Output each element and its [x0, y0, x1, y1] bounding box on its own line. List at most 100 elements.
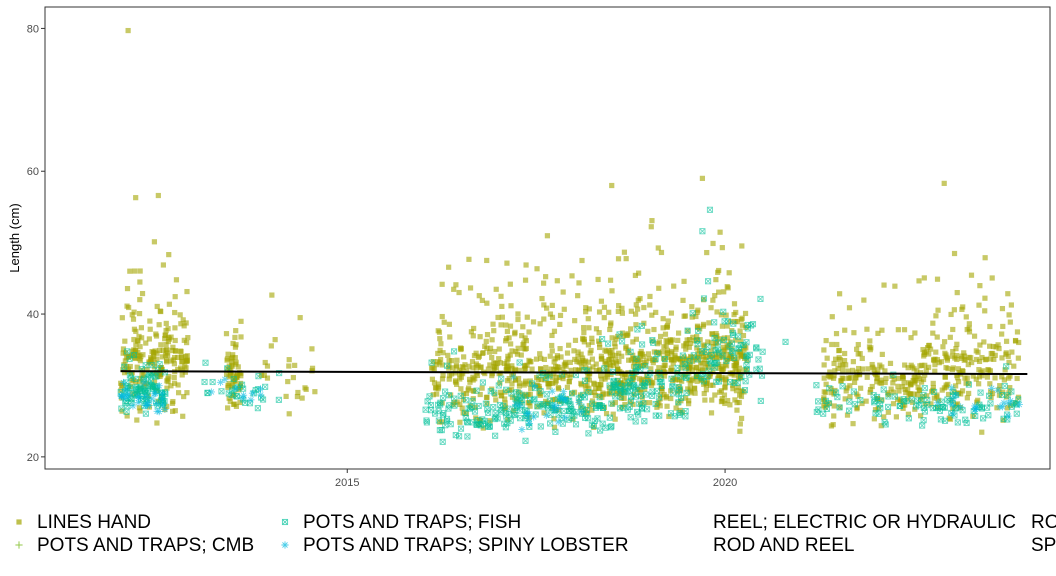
data-point [854, 404, 860, 411]
data-point [590, 422, 597, 429]
data-point [744, 325, 751, 332]
data-point [723, 357, 730, 365]
data-point [987, 343, 993, 349]
x-tick-label: 2020 [713, 477, 737, 489]
data-point [733, 366, 739, 373]
data-point [965, 361, 971, 368]
data-point [702, 365, 708, 371]
data-point [581, 377, 589, 384]
data-point [504, 260, 510, 266]
data-point [542, 411, 550, 419]
data-point [581, 325, 587, 331]
data-point [694, 378, 700, 384]
data-point [668, 356, 675, 363]
data-point [237, 399, 243, 406]
data-point [623, 375, 630, 381]
data-point [1011, 363, 1017, 369]
data-point [878, 377, 884, 383]
data-point [232, 401, 238, 407]
data-point [738, 393, 745, 400]
data-point [874, 375, 880, 381]
data-point [547, 420, 554, 427]
data-point [960, 368, 966, 375]
data-point [514, 351, 521, 357]
data-point [515, 316, 521, 323]
data-point [921, 385, 928, 392]
data-point [884, 403, 892, 410]
data-point [654, 401, 661, 407]
data-point [126, 355, 133, 362]
data-point [900, 398, 907, 405]
data-point [457, 392, 464, 399]
data-point [954, 401, 961, 407]
data-point [737, 421, 743, 427]
legend-key [281, 518, 289, 526]
data-point [867, 389, 873, 395]
data-point [911, 366, 917, 372]
data-point [464, 368, 470, 374]
data-point [920, 376, 927, 383]
data-point [1000, 399, 1008, 407]
data-point [673, 344, 679, 350]
data-point [453, 282, 459, 288]
legend-label: POTS AND TRAPS; CMB [37, 535, 254, 556]
data-point [585, 430, 592, 437]
data-point [914, 397, 921, 404]
data-point [623, 332, 630, 338]
data-point [704, 377, 710, 383]
data-point [830, 422, 836, 428]
data-point [562, 394, 570, 403]
data-point [846, 305, 853, 311]
data-point [646, 400, 653, 406]
data-point [143, 340, 149, 346]
data-point [835, 365, 841, 372]
data-point [724, 323, 730, 329]
data-point [436, 427, 443, 434]
data-point [551, 424, 558, 430]
data-point [630, 352, 636, 358]
data-point [515, 311, 521, 317]
data-point [146, 336, 152, 342]
data-point [832, 387, 838, 394]
data-point [851, 401, 858, 408]
data-point [484, 257, 490, 264]
data-point [945, 391, 952, 398]
data-point [656, 412, 663, 419]
data-point [450, 348, 458, 355]
data-point [964, 326, 970, 333]
data-point [1004, 394, 1010, 400]
data-point [516, 380, 523, 386]
data-point [740, 332, 747, 339]
data-point [543, 364, 549, 371]
data-point [719, 374, 725, 381]
data-point [1006, 312, 1012, 318]
data-point [140, 379, 148, 387]
data-point [283, 393, 289, 400]
data-point [655, 245, 661, 251]
data-point [135, 349, 141, 356]
data-point [621, 395, 627, 401]
data-point [169, 408, 176, 414]
data-point [574, 359, 580, 365]
data-point [985, 412, 992, 419]
data-point [719, 323, 725, 329]
data-point [717, 336, 723, 342]
data-point [674, 364, 681, 371]
data-point [962, 375, 968, 381]
data-point [930, 320, 936, 326]
data-point [592, 404, 599, 411]
data-point [512, 400, 520, 408]
data-point [902, 362, 908, 368]
data-point [232, 355, 238, 361]
data-point [607, 389, 613, 395]
data-point [468, 329, 474, 335]
data-point [610, 384, 617, 391]
data-point [450, 365, 456, 371]
data-point [724, 356, 730, 363]
data-point [700, 297, 707, 303]
data-point [471, 325, 477, 332]
data-point [869, 361, 875, 368]
data-point [477, 391, 483, 398]
data-point [627, 348, 634, 355]
